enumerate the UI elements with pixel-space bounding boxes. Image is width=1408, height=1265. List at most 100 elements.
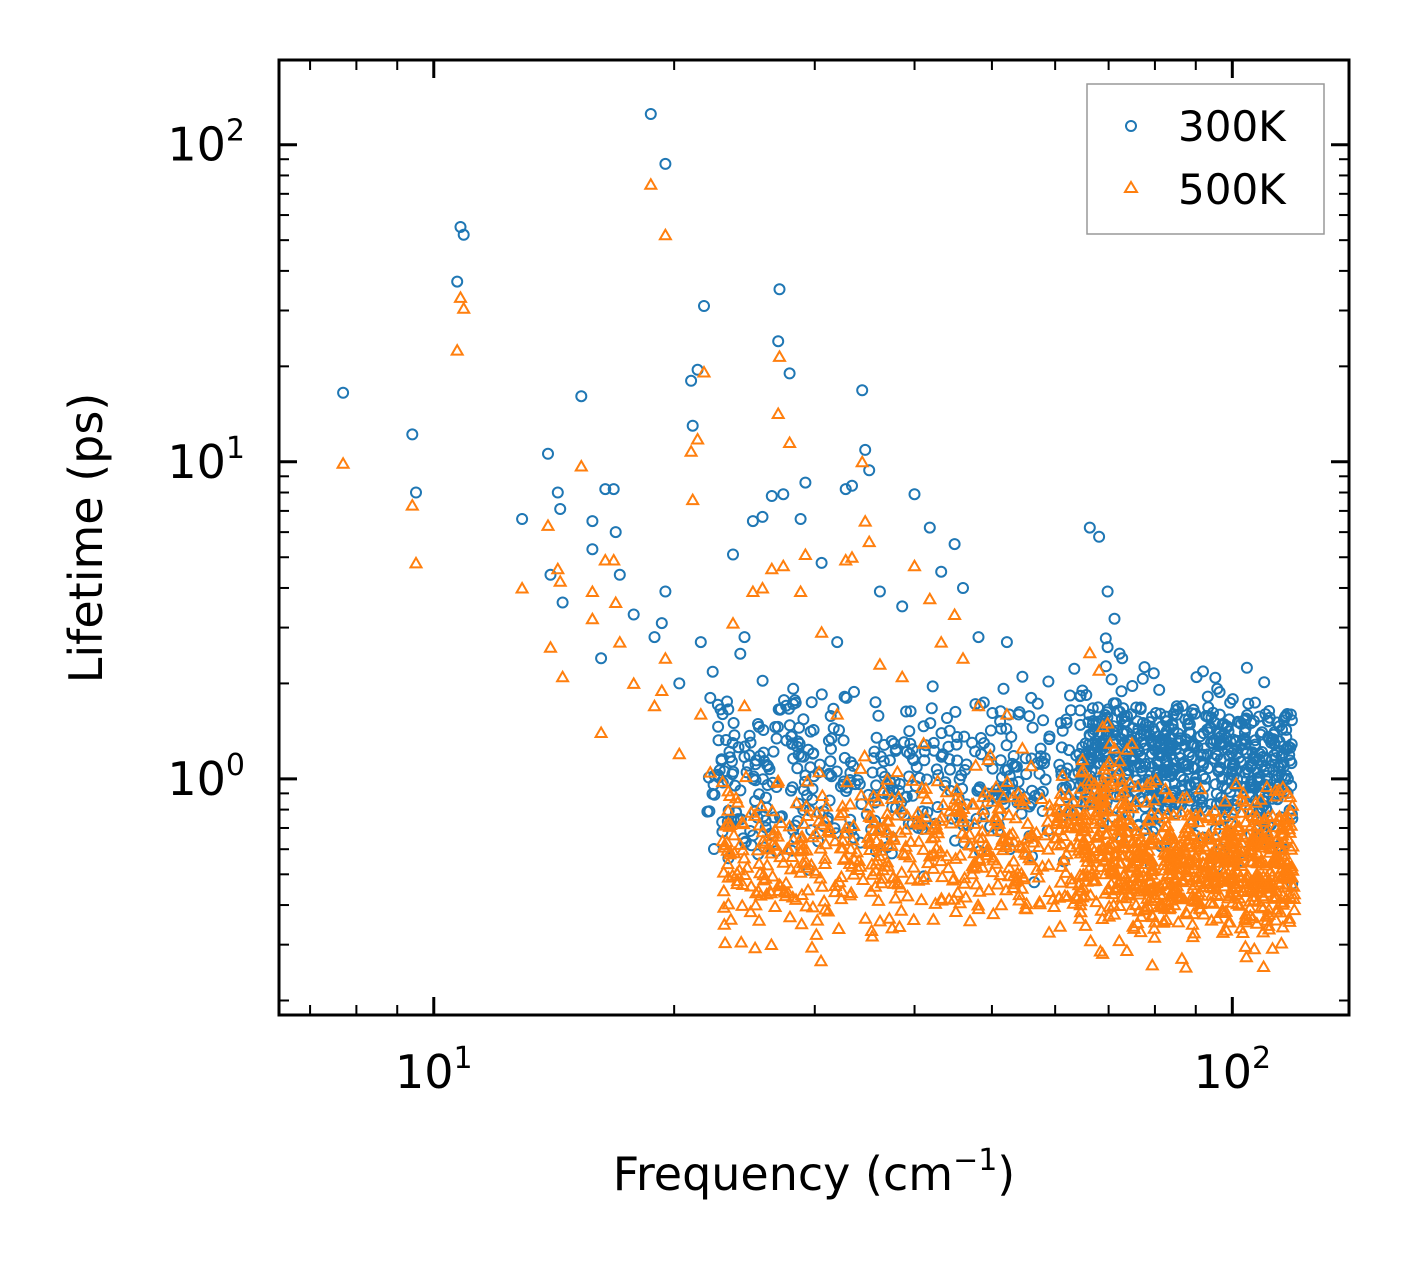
data-point-dense xyxy=(924,830,939,844)
data-point-dense xyxy=(930,763,943,776)
data-point-dense xyxy=(966,797,981,810)
data-point-dense xyxy=(1241,709,1254,722)
data-point-dense xyxy=(1153,683,1166,696)
data-point-dense xyxy=(1049,831,1064,844)
data-point-dense xyxy=(1006,789,1021,803)
data-point xyxy=(694,636,707,649)
data-point-dense xyxy=(1119,742,1135,755)
data-point-dense xyxy=(712,734,725,747)
data-point-dense xyxy=(1019,901,1034,915)
data-point-dense xyxy=(1058,865,1074,878)
data-point-dense xyxy=(1197,769,1209,782)
data-point-dense xyxy=(899,808,915,821)
data-point xyxy=(715,774,730,788)
data-point-dense xyxy=(1213,888,1228,901)
data-point xyxy=(606,553,621,566)
data-point-dense xyxy=(906,743,919,756)
data-point xyxy=(798,547,813,560)
data-point-dense xyxy=(752,720,765,733)
data-point-dense xyxy=(1175,860,1190,874)
data-point-dense xyxy=(743,904,758,918)
data-point-dense xyxy=(953,773,966,786)
data-point-dense xyxy=(734,898,750,911)
data-point-dense xyxy=(1215,902,1230,915)
data-point-dense xyxy=(1127,876,1143,890)
data-point-dense xyxy=(952,792,968,806)
data-point-dense xyxy=(1102,736,1118,749)
data-point-dense xyxy=(825,770,838,783)
data-point-dense xyxy=(1100,826,1116,839)
data-point-dense xyxy=(1204,880,1220,894)
data-point-dense xyxy=(1041,857,1056,871)
data-point-dense xyxy=(1225,895,1240,908)
data-point-dense xyxy=(1120,726,1133,739)
data-point-dense xyxy=(842,797,858,810)
data-point xyxy=(770,406,786,419)
data-point-dense xyxy=(988,812,1004,825)
data-point-dense xyxy=(1072,867,1088,881)
data-point-dense xyxy=(723,745,736,758)
data-point-dense xyxy=(1239,949,1254,963)
data-point-dense xyxy=(833,724,845,737)
data-point-dense xyxy=(799,799,814,812)
data-point-dense xyxy=(770,773,786,787)
data-point-dense xyxy=(1160,827,1176,841)
data-point xyxy=(782,435,797,448)
data-point-dense xyxy=(1084,790,1100,803)
data-point-dense xyxy=(792,735,804,748)
data-point-dense xyxy=(1247,812,1263,826)
data-point-dense xyxy=(756,674,769,687)
data-point-dense xyxy=(1157,810,1172,824)
data-point-dense xyxy=(918,869,933,882)
data-point xyxy=(453,290,468,303)
data-point-dense xyxy=(993,897,1009,911)
data-point-dense xyxy=(822,825,837,838)
data-point-dense xyxy=(948,851,963,864)
data-point xyxy=(672,746,687,760)
data-point-dense xyxy=(872,709,885,722)
data-point-dense xyxy=(1220,845,1236,858)
data-point-dense xyxy=(1026,784,1038,797)
data-point xyxy=(659,585,672,598)
data-point-dense xyxy=(764,803,780,817)
data-point-dense xyxy=(793,830,809,844)
data-point-dense xyxy=(949,705,962,718)
data-point-dense xyxy=(1223,772,1236,785)
data-point-dense xyxy=(1103,866,1119,879)
data-point xyxy=(658,651,673,664)
data-point-dense xyxy=(740,766,753,779)
data-point-dense xyxy=(835,840,851,854)
data-point-dense xyxy=(773,815,789,829)
data-point-dense xyxy=(934,869,950,883)
data-point-dense xyxy=(1253,753,1266,766)
data-point-dense xyxy=(1148,890,1164,903)
data-point xyxy=(586,543,599,556)
data-point-dense xyxy=(767,745,780,758)
data-point-dense xyxy=(740,860,755,873)
data-point-dense xyxy=(716,883,732,897)
data-point-dense xyxy=(1107,720,1120,733)
data-point-dense xyxy=(1248,795,1264,808)
data-point-dense xyxy=(743,729,756,742)
data-point-dense xyxy=(1169,704,1182,717)
data-point-dense xyxy=(877,859,893,872)
data-point-dense xyxy=(783,719,796,732)
data-point-dense xyxy=(928,896,943,909)
data-point-dense xyxy=(1138,661,1151,674)
data-point-dense xyxy=(1041,822,1057,836)
data-point-dense xyxy=(1104,776,1119,790)
data-point-dense xyxy=(862,809,877,822)
data-point-dense xyxy=(1052,793,1068,806)
data-point xyxy=(1083,521,1096,534)
data-point-dense xyxy=(1093,944,1108,957)
data-point xyxy=(408,555,424,569)
data-point-dense xyxy=(1120,886,1136,899)
data-point-dense xyxy=(1037,827,1053,841)
y-tick-label: 100 xyxy=(167,748,245,806)
data-point xyxy=(410,486,422,499)
data-point-dense xyxy=(774,811,786,824)
data-point xyxy=(755,581,770,594)
data-point-dense xyxy=(713,764,726,777)
data-point-dense xyxy=(1124,856,1140,869)
data-point-dense xyxy=(1182,749,1195,762)
